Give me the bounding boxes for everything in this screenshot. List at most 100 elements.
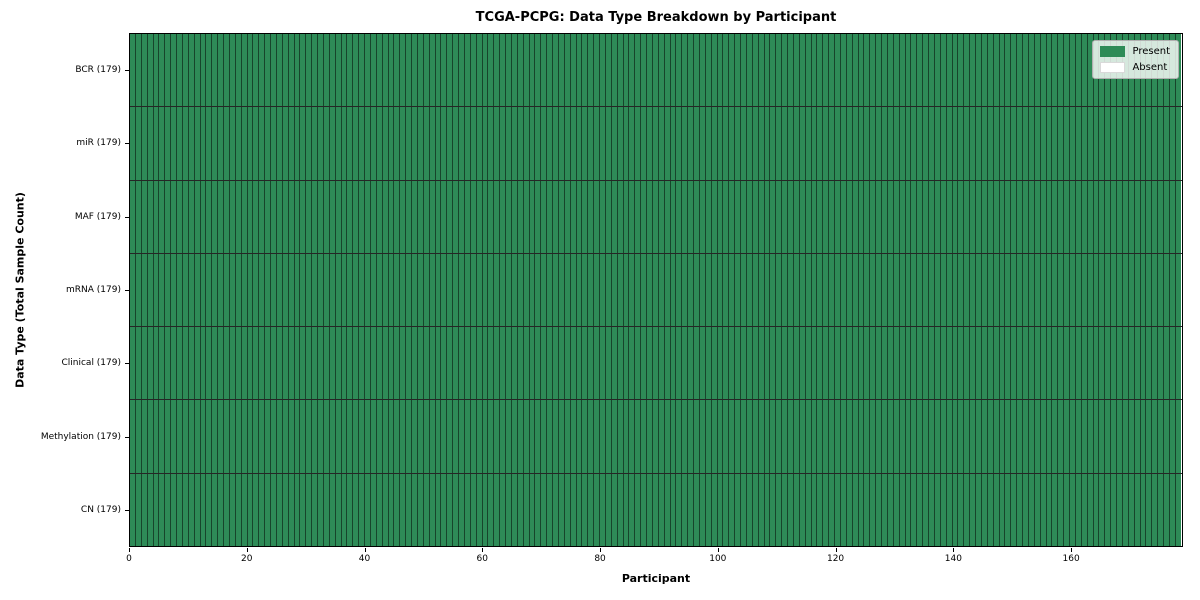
heatmap-cell (1004, 180, 1011, 253)
heatmap-row-bcr (130, 34, 1182, 108)
heatmap-cell (1074, 400, 1081, 473)
heatmap-cell (975, 34, 981, 107)
heatmap-cell (775, 327, 782, 400)
heatmap-cell (781, 327, 787, 400)
heatmap-cell (1022, 473, 1028, 546)
heatmap-cell (804, 327, 811, 400)
y-tick-label: CN (179) (80, 505, 121, 516)
heatmap-cell (510, 34, 517, 107)
heatmap-cell (223, 107, 229, 180)
heatmap-cell (405, 180, 411, 253)
heatmap-cell (957, 253, 964, 327)
heatmap-cell (992, 473, 999, 546)
heatmap-cell (804, 253, 811, 327)
heatmap-cell (945, 473, 952, 546)
heatmap-cell (1086, 253, 1093, 327)
heatmap-cell (604, 400, 611, 473)
heatmap-cell (199, 107, 206, 180)
heatmap-cell (1039, 253, 1046, 327)
heatmap-cell (217, 107, 223, 180)
heatmap-cell (839, 327, 846, 400)
heatmap-cell (610, 34, 617, 107)
heatmap-cell (575, 34, 582, 107)
heatmap-cell (340, 34, 347, 107)
heatmap-cell (140, 180, 147, 253)
heatmap-cell (1133, 400, 1140, 473)
heatmap-cell (651, 327, 658, 400)
heatmap-cell (886, 327, 893, 400)
heatmap-cell (452, 34, 458, 107)
heatmap-cell (475, 180, 482, 253)
heatmap-cell (828, 327, 834, 400)
heatmap-cell (164, 34, 171, 107)
heatmap-cell (158, 107, 165, 180)
heatmap-cell (1116, 107, 1122, 180)
heatmap-cell (428, 253, 435, 327)
heatmap-cell (675, 34, 682, 107)
heatmap-cell (939, 34, 946, 107)
heatmap-cell (892, 34, 899, 107)
heatmap-cell (252, 34, 259, 107)
heatmap-cell (1151, 253, 1158, 327)
heatmap-cell (287, 327, 294, 400)
heatmap-cell (234, 107, 241, 180)
heatmap-cell (534, 34, 541, 107)
heatmap-cell (657, 473, 664, 546)
heatmap-cell (1033, 107, 1040, 180)
heatmap-cell (305, 473, 312, 546)
heatmap-cell (886, 400, 893, 473)
heatmap-cell (387, 327, 394, 400)
heatmap-cell (469, 180, 476, 253)
heatmap-cell (510, 253, 517, 327)
heatmap-cell (1033, 327, 1040, 400)
heatmap-cell (1116, 473, 1122, 546)
heatmap-cell (311, 107, 317, 180)
heatmap-cell (745, 400, 752, 473)
heatmap-cell (698, 107, 705, 180)
heatmap-cell (281, 400, 288, 473)
heatmap-cell (763, 327, 770, 400)
heatmap-cell (405, 400, 411, 473)
heatmap-cell (704, 327, 711, 400)
heatmap-cell (781, 473, 787, 546)
heatmap-cell (886, 473, 893, 546)
heatmap-cell (1069, 34, 1075, 107)
heatmap-cell (264, 253, 270, 327)
heatmap-cell (869, 180, 876, 253)
heatmap-cell (364, 473, 370, 546)
heatmap-cell (446, 34, 453, 107)
heatmap-cell (1063, 34, 1069, 107)
heatmap-cell (240, 473, 247, 546)
heatmap-cell (945, 253, 952, 327)
heatmap-cell (275, 180, 282, 253)
heatmap-cell (428, 107, 435, 180)
heatmap-cell (475, 400, 482, 473)
heatmap-cell (1080, 107, 1087, 180)
heatmap-cell (510, 400, 517, 473)
heatmap-cell (469, 34, 476, 107)
heatmap-cell (957, 473, 964, 546)
heatmap-cell (1063, 400, 1069, 473)
heatmap-cell (240, 180, 247, 253)
heatmap-cell (828, 34, 834, 107)
heatmap-cell (675, 180, 682, 253)
heatmap-cell (205, 180, 212, 253)
heatmap-cell (146, 34, 153, 107)
heatmap-cell (463, 327, 470, 400)
heatmap-cell (581, 327, 588, 400)
heatmap-cell (405, 34, 411, 107)
heatmap-cell (1157, 180, 1163, 253)
heatmap-cell (522, 180, 529, 253)
heatmap-cell (822, 253, 829, 327)
heatmap-cell (1168, 107, 1175, 180)
heatmap-cell (1116, 400, 1122, 473)
heatmap-cell (1069, 253, 1075, 327)
heatmap-cell (369, 327, 376, 400)
heatmap-cell (834, 400, 840, 473)
heatmap-cell (499, 34, 505, 107)
heatmap-cell (886, 34, 893, 107)
heatmap-cell (675, 400, 682, 473)
heatmap-cell (710, 253, 717, 327)
heatmap-cell (328, 400, 335, 473)
heatmap-cell (804, 473, 811, 546)
